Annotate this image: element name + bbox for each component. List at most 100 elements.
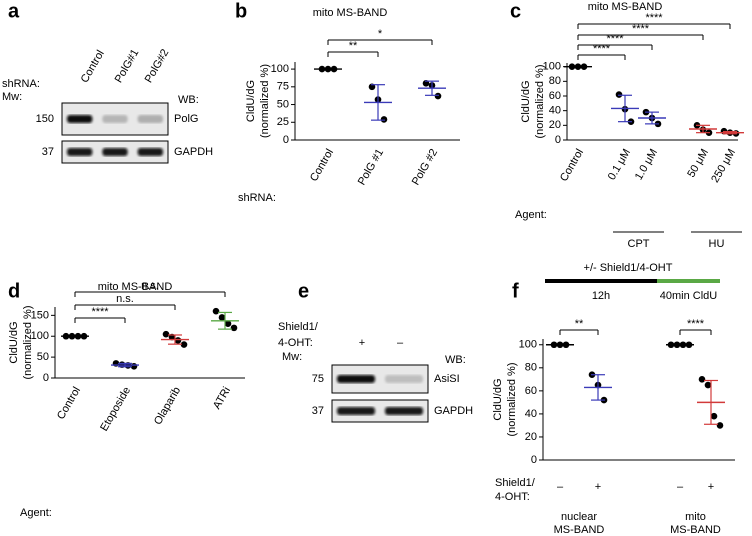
- wb-title: WB:: [178, 94, 199, 106]
- lane-title: 4-OHT:: [278, 337, 313, 349]
- lane-label: Control: [79, 48, 107, 85]
- y-tick-label: 75: [277, 81, 289, 93]
- lane-title: Shield1/: [278, 321, 319, 333]
- group-label: MS-BAND: [670, 524, 721, 536]
- lane-title: shRNA:: [2, 78, 40, 90]
- mw-label: 37: [312, 405, 324, 417]
- significance: **: [575, 318, 584, 330]
- y-tick-label: 50: [37, 351, 49, 363]
- group-label: HU: [709, 238, 725, 250]
- y-tick-label: 0: [43, 372, 49, 384]
- y-tick-label: 100: [519, 339, 537, 351]
- data-point: [710, 412, 718, 420]
- lane-label: –: [397, 337, 404, 349]
- data-point: [704, 381, 712, 389]
- y-tick-label: 60: [549, 90, 561, 102]
- panel-label: e: [298, 280, 309, 302]
- chart-title: mito MS-BAND: [588, 1, 663, 13]
- timeline-step: 40min CldU: [660, 290, 718, 302]
- group-label: nuclear: [561, 511, 597, 523]
- timeline-bar: [545, 279, 657, 283]
- significance: ****: [606, 33, 624, 45]
- row-label: Shield1/: [495, 477, 536, 489]
- significance: *: [378, 28, 383, 40]
- row-label: Agent:: [20, 507, 52, 519]
- x-tick-label: PolG #1: [356, 147, 386, 187]
- y-tick-label: 80: [525, 362, 537, 374]
- data-point: [716, 422, 724, 429]
- x-tick-label: 0.1 μM: [606, 147, 633, 182]
- data-point: [162, 330, 170, 338]
- y-axis-label: CldU/dG: [520, 80, 532, 122]
- band: [337, 375, 375, 383]
- blot-label: AsiSI: [434, 373, 460, 385]
- blot-label: PolG: [174, 113, 198, 125]
- y-tick-label: 0: [555, 134, 561, 146]
- data-point: [698, 376, 706, 383]
- x-tick-label: Etoposide: [98, 385, 133, 433]
- mw-title: Mw:: [282, 351, 302, 363]
- data-point: [218, 314, 226, 321]
- significance: ****: [91, 306, 109, 318]
- group-label: mito: [685, 511, 706, 523]
- band: [337, 407, 375, 415]
- x-tick-label: +: [595, 481, 601, 493]
- lane-label: PolG#1: [113, 47, 142, 85]
- chart-title: mito MS-BAND: [313, 7, 388, 19]
- y-axis-label: CldU/dG: [492, 378, 504, 420]
- x-tick-label: –: [677, 481, 684, 493]
- y-tick-label: 100: [31, 330, 49, 342]
- y-axis-label: (normalized %): [259, 64, 271, 138]
- significance: n.s.: [141, 280, 159, 292]
- timeline-title: +/- Shield1/4-OHT: [584, 262, 673, 274]
- timeline-step: 12h: [592, 290, 610, 302]
- group-label: MS-BAND: [554, 524, 605, 536]
- significance: **: [349, 40, 358, 52]
- x-tick-label: Control: [558, 147, 586, 184]
- x-tick-label: –: [557, 481, 564, 493]
- data-point: [174, 337, 182, 344]
- mw-label: 75: [312, 373, 324, 385]
- mw-label: 37: [42, 146, 54, 158]
- mw-label: 150: [36, 113, 54, 125]
- lane-label: PolG#2: [143, 47, 172, 85]
- y-tick-label: 100: [543, 61, 561, 73]
- y-tick-label: 50: [277, 98, 289, 110]
- band: [67, 148, 93, 156]
- panel-label: f: [512, 280, 519, 302]
- lane-label: +: [359, 337, 365, 349]
- y-tick-label: 100: [271, 63, 289, 75]
- band: [385, 375, 423, 383]
- significance: ****: [645, 12, 663, 24]
- y-axis-label: (normalized %): [22, 306, 34, 380]
- y-axis-label: (normalized %): [506, 363, 518, 437]
- data-point: [230, 324, 238, 332]
- x-tick-label: 50 μM: [685, 147, 711, 180]
- blot: [331, 399, 429, 423]
- band: [67, 115, 93, 123]
- band: [137, 148, 163, 156]
- panel-label: a: [8, 0, 20, 22]
- blot-label: GAPDH: [174, 146, 213, 158]
- band: [385, 407, 423, 415]
- x-tick-label: PolG #2: [410, 147, 440, 187]
- significance: ****: [632, 23, 650, 35]
- significance: ****: [687, 318, 705, 330]
- x-tick-label: 1.0 μM: [633, 147, 660, 182]
- y-tick-label: 20: [525, 431, 537, 443]
- data-point: [380, 116, 388, 123]
- wb-title: WB:: [445, 354, 466, 366]
- chart-title: mito MS-BAND: [98, 281, 173, 293]
- significance: n.s.: [116, 293, 134, 305]
- y-axis-label: (normalized %): [534, 65, 546, 139]
- y-tick-label: 0: [531, 454, 537, 466]
- data-point: [615, 91, 623, 98]
- y-tick-label: 80: [549, 75, 561, 87]
- y-tick-label: 25: [277, 116, 289, 128]
- x-tick-label: ATRi: [211, 385, 233, 411]
- data-point: [224, 320, 232, 328]
- blot-label: GAPDH: [434, 405, 473, 417]
- data-point: [212, 307, 220, 315]
- y-axis-label: CldU/dG: [8, 321, 20, 363]
- x-tick-label: +: [708, 481, 714, 493]
